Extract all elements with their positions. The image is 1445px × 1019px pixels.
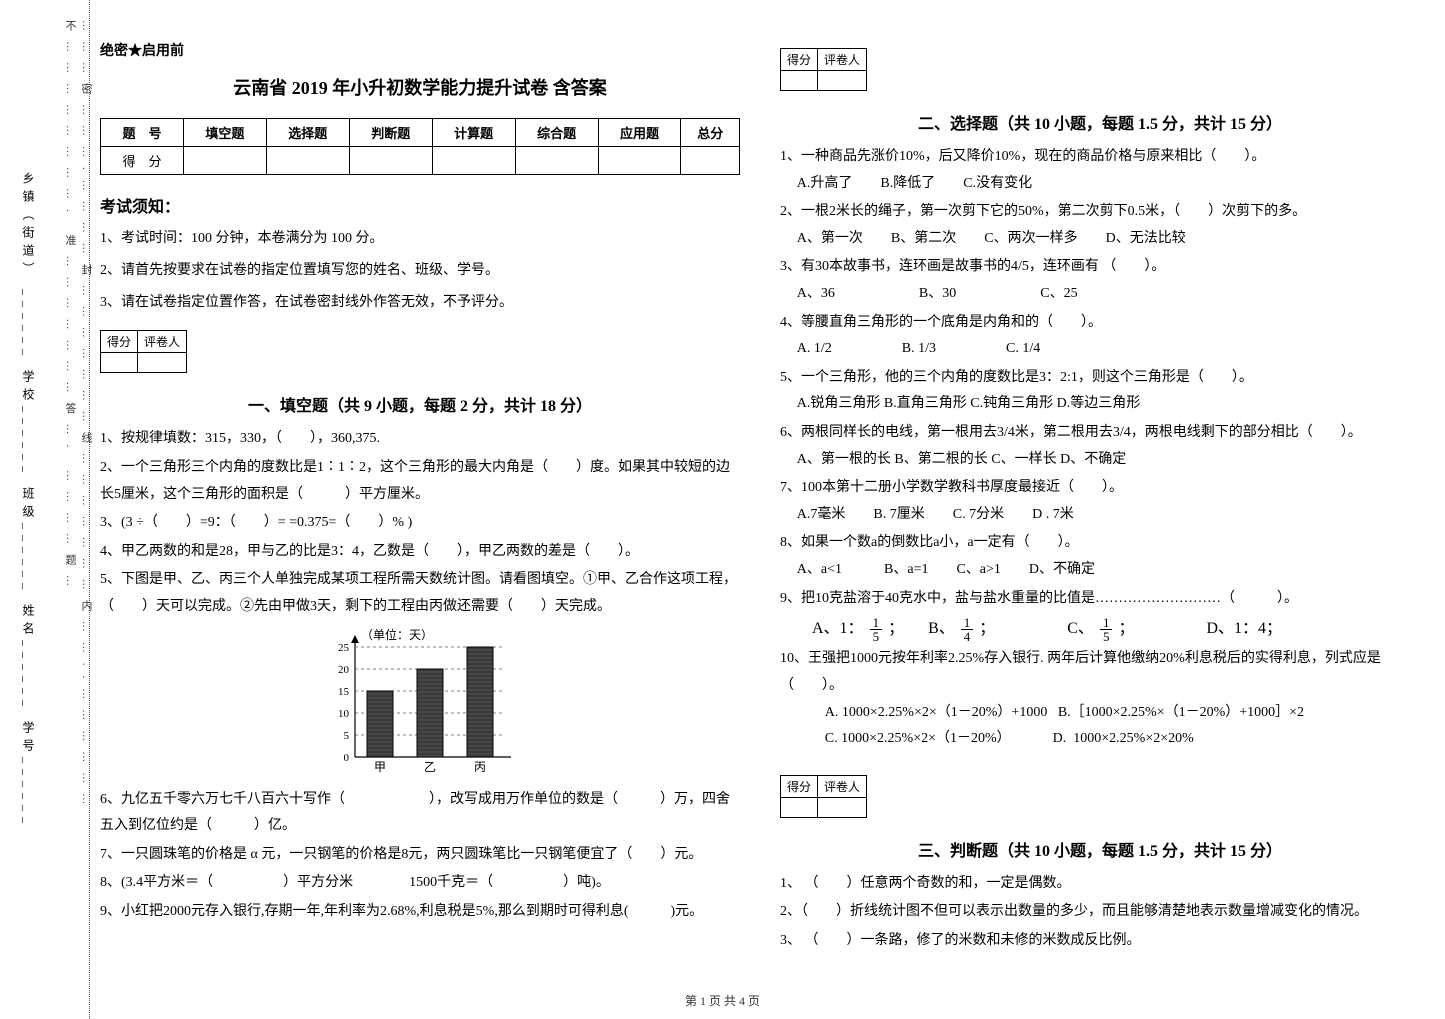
scorebox-label: 得分	[781, 49, 818, 71]
exam-notice: 1、考试时间：100 分钟，本卷满分为 100 分。 2、请首先按要求在试卷的指…	[100, 227, 740, 314]
q-opts: A.升高了 B.降低了 C.没有变化	[780, 171, 1420, 198]
binding-seal-line: ………密……….…………封…………………线…………………内……..………………不…	[62, 20, 94, 980]
scorebox-label: 评卷人	[138, 331, 187, 353]
opt-b: ； B、	[888, 620, 955, 637]
q-stem: 4、等腰直角三角形的一个底角是内角和的（ ）。	[780, 315, 1102, 330]
choice-q5: 5、一个三角形，他的三个内角的度数比是3：2:1，则这个三角形是（ ）。 A.锐…	[780, 365, 1420, 418]
fill-q6: 6、九亿五千零六万七千八百六十写作（ ），改写成用万作单位的数是（ ）万，四舍五…	[100, 787, 740, 840]
choice-q4: 4、等腰直角三角形的一个底角是内角和的（ ）。 A. 1/2 B. 1/3 C.…	[780, 310, 1420, 363]
scorebox-label: 得分	[781, 775, 818, 797]
svg-text:丙: 丙	[474, 760, 486, 774]
q-stem: 8、如果一个数a的倒数比a小，a一定有（ ）。	[780, 535, 1079, 550]
section-title-fill: 一、填空题（共 9 小题，每题 2 分，共计 18 分）	[100, 392, 740, 416]
col-header: 填空题	[183, 119, 266, 147]
opt-a: A、1：	[812, 620, 864, 637]
scorebox-label: 评卷人	[818, 49, 867, 71]
choice-q9-stem: 9、把10克盐溶于40克水中，盐与盐水重量的比值是………………………（ ）。	[780, 586, 1420, 613]
fraction-icon: 14	[961, 616, 974, 643]
fill-q1: 1、按规律填数：315，330，（ ），360,375.	[100, 426, 740, 453]
svg-text:10: 10	[338, 708, 350, 720]
choice-q3: 3、有30本故事书，连环画是故事书的4/5，连环画有 （ ）。 A、36 B、3…	[780, 254, 1420, 307]
choice-q8: 8、如果一个数a的倒数比a小，a一定有（ ）。 A、a<1 B、a=1 C、a>…	[780, 530, 1420, 583]
svg-text:5: 5	[344, 730, 350, 742]
page-footer: 第 1 页 共 4 页	[0, 992, 1445, 1009]
q-opts: A. 1/2 B. 1/3 C. 1/4	[780, 336, 1420, 363]
svg-text:15: 15	[338, 686, 350, 698]
fill-q4: 4、甲乙两数的和是28，甲与乙的比是3：4，乙数是（ ），甲乙两数的差是（ ）。	[100, 539, 740, 566]
section-scorebox: 得分评卷人	[780, 775, 867, 818]
col-header: 选择题	[266, 119, 349, 147]
fill-q7: 7、一只圆珠笔的价格是 α 元，一只钢笔的价格是8元，两只圆珠笔比一只钢笔便宜了…	[100, 842, 740, 869]
svg-text:（单位：天）: （单位：天）	[361, 627, 433, 642]
col-header: 应用题	[598, 119, 681, 147]
choice-q10: 10、王强把1000元按年利率2.25%存入银行. 两年后计算他缴纳20%利息税…	[780, 646, 1420, 752]
q-opts: A.锐角三角形 B.直角三角形 C.钝角三角形 D.等边三角形	[780, 391, 1420, 418]
section-title-choice: 二、选择题（共 10 小题，每题 1.5 分，共计 15 分）	[780, 110, 1420, 134]
svg-text:乙: 乙	[424, 760, 436, 774]
q-stem: 3、有30本故事书，连环画是故事书的4/5，连环画有 （ ）。	[780, 259, 1165, 274]
notice-item: 2、请首先按要求在试卷的指定位置填写您的姓名、班级、学号。	[100, 259, 740, 283]
scorebox-label: 得分	[101, 331, 138, 353]
binding-fields: 乡镇（街道） ______ 学校______ 班级______ 姓名______…	[20, 20, 37, 980]
q-stem: 1、一种商品先涨价10%，后又降价10%，现在的商品价格与原来相比（ ）。	[780, 149, 1265, 164]
choice-q6: 6、两根同样长的电线，第一根用去3/4米，第二根用去3/4，两根电线剩下的部分相…	[780, 420, 1420, 473]
binding-margin: 乡镇（街道） ______ 学校______ 班级______ 姓名______…	[0, 0, 90, 1019]
exam-notice-title: 考试须知：	[100, 193, 740, 217]
fill-q8: 8、(3.4平方米＝（ ）平方分米 1500千克＝（ ）吨)。	[100, 870, 740, 897]
q-stem: 10、王强把1000元按年利率2.25%存入银行. 两年后计算他缴纳20%利息税…	[780, 651, 1381, 693]
q-opts: A、第一次 B、第二次 C、两次一样多 D、无法比较	[780, 226, 1420, 253]
col-header: 题 号	[101, 119, 184, 147]
q-opts: A、a<1 B、a=1 C、a>1 D、不确定	[780, 557, 1420, 584]
table-row: 得 分	[101, 147, 740, 175]
table-row: 题 号 填空题 选择题 判断题 计算题 综合题 应用题 总分	[101, 119, 740, 147]
q-stem: 2、一根2米长的绳子，第一次剪下它的50%，第二次剪下0.5米，（ ）次剪下的多…	[780, 204, 1306, 219]
opt-c: ； C、	[979, 620, 1094, 637]
choice-q2: 2、一根2米长的绳子，第一次剪下它的50%，第二次剪下0.5米，（ ）次剪下的多…	[780, 199, 1420, 252]
choice-q7: 7、100本第十二册小学数学教科书厚度最接近（ ）。 A.7毫米 B. 7厘米 …	[780, 475, 1420, 528]
section-scorebox: 得分评卷人	[100, 330, 187, 373]
fraction-icon: 15	[1100, 616, 1113, 643]
page-body: 绝密★启用前 云南省 2019 年小升初数学能力提升试卷 含答案 题 号 填空题…	[100, 40, 1420, 960]
svg-text:20: 20	[338, 664, 350, 676]
svg-text:甲: 甲	[374, 760, 386, 774]
col-header: 判断题	[349, 119, 432, 147]
svg-text:25: 25	[338, 642, 350, 654]
q-stem: 6、两根同样长的电线，第一根用去3/4米，第二根用去3/4，两根电线剩下的部分相…	[780, 425, 1362, 440]
notice-item: 1、考试时间：100 分钟，本卷满分为 100 分。	[100, 227, 740, 251]
q-opts: A.7毫米 B. 7厘米 C. 7分米 D . 7米	[780, 502, 1420, 529]
q-stem: 5、一个三角形，他的三个内角的度数比是3：2:1，则这个三角形是（ ）。	[780, 370, 1253, 385]
choice-q9-opts: A、1： 15 ； B、 14 ； C、 15 ； D、1：4；	[780, 614, 1420, 644]
row-label: 得 分	[101, 147, 184, 175]
scorebox-label: 评卷人	[818, 775, 867, 797]
opt-d: ； D、1：4；	[1118, 620, 1282, 637]
judge-q3: 3、 （ ）一条路，修了的米数和未修的米数成反比例。	[780, 928, 1420, 955]
q-opts: A、第一根的长 B、第二根的长 C、一样长 D、不确定	[780, 447, 1420, 474]
judge-q1: 1、 （ ）任意两个奇数的和，一定是偶数。	[780, 871, 1420, 898]
col-header: 计算题	[432, 119, 515, 147]
q-opts: A、36 B、30 C、25	[780, 281, 1420, 308]
fill-q5: 5、下图是甲、乙、丙三个人单独完成某项工程所需天数统计图。请看图填空。①甲、乙合…	[100, 567, 740, 620]
fraction-icon: 15	[870, 616, 883, 643]
choice-q1: 1、一种商品先涨价10%，后又降价10%，现在的商品价格与原来相比（ ）。 A.…	[780, 144, 1420, 197]
section-scorebox: 得分评卷人	[780, 48, 867, 91]
secrecy-label: 绝密★启用前	[100, 40, 740, 60]
bar-chart: （单位：天） 25 20 15 10 5 0 甲 乙 丙	[305, 627, 535, 777]
col-header: 综合题	[515, 119, 598, 147]
judge-q2: 2、（ ）折线统计图不但可以表示出数量的多少，而且能够清楚地表示数量增减变化的情…	[780, 899, 1420, 926]
section-title-judge: 三、判断题（共 10 小题，每题 1.5 分，共计 15 分）	[780, 837, 1420, 861]
fill-q9: 9、小红把2000元存入银行,存期一年,年利率为2.68%,利息税是5%,那么到…	[100, 899, 740, 926]
fill-q3: 3、(3 ÷（ ）=9：（ ）= =0.375=（ ）% )	[100, 510, 740, 537]
col-header: 总分	[681, 119, 740, 147]
q-opts: A. 1000×2.25%×2×（1－20%）+1000 B.［1000×2.2…	[780, 700, 1420, 753]
fill-q2: 2、一个三角形三个内角的度数比是1∶1∶2，这个三角形的最大内角是（ ）度。如果…	[100, 455, 740, 508]
q-stem: 7、100本第十二册小学数学教科书厚度最接近（ ）。	[780, 480, 1123, 495]
svg-text:0: 0	[344, 752, 350, 764]
notice-item: 3、请在试卷指定位置作答，在试卷密封线外作答无效，不予评分。	[100, 291, 740, 315]
paper-title: 云南省 2019 年小升初数学能力提升试卷 含答案	[100, 74, 740, 100]
score-summary-table: 题 号 填空题 选择题 判断题 计算题 综合题 应用题 总分 得 分	[100, 118, 740, 175]
